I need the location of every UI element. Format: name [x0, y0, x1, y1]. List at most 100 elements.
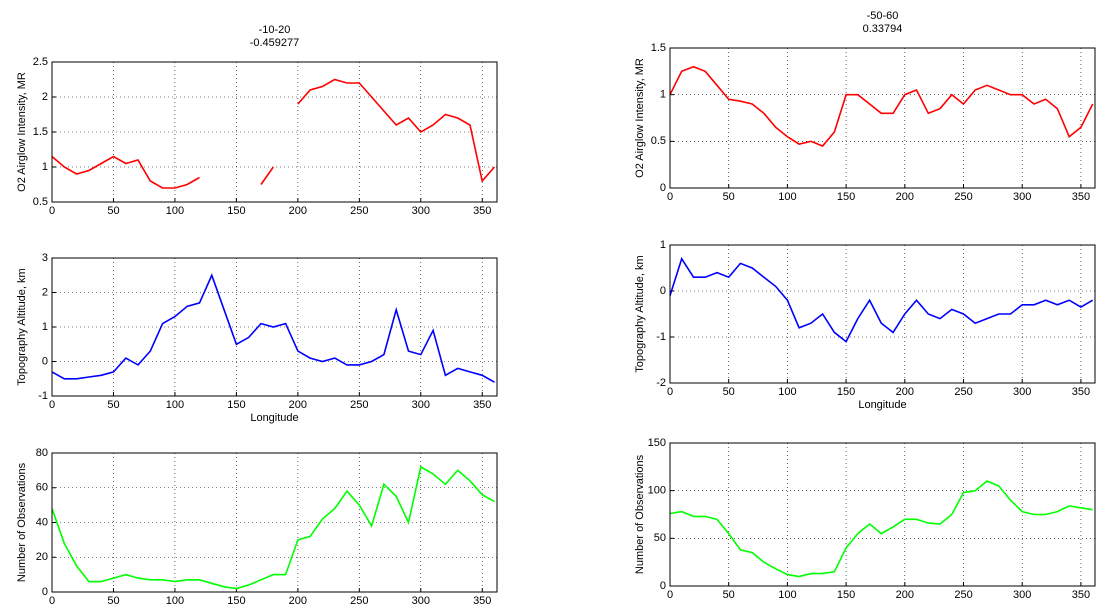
y-tick-label: 40 — [36, 516, 48, 528]
y-tick-label: 0.5 — [651, 135, 666, 147]
plot-frame — [669, 47, 1096, 189]
plot-area — [670, 443, 1095, 586]
y-axis-label: Number of Observations — [16, 462, 28, 582]
y-tick-label: 60 — [36, 482, 48, 494]
x-tick-label: 150 — [837, 191, 855, 203]
x-tick-label: 0 — [667, 191, 673, 203]
x-tick-label: 50 — [107, 205, 119, 217]
y-tick-label: -1 — [38, 390, 48, 402]
y-tick-label: 0 — [660, 182, 666, 194]
plot-frame — [669, 442, 1096, 587]
y-tick-label: 0.5 — [33, 196, 48, 208]
x-tick-label: 200 — [289, 595, 307, 607]
x-tick-label: 350 — [473, 205, 491, 217]
y-tick-label: 1 — [660, 239, 666, 251]
y-axis-label: Topography Altitude, km — [16, 268, 28, 385]
x-tick-label: 350 — [473, 595, 491, 607]
y-tick-label: 2 — [42, 286, 48, 298]
y-tick-label: 2.5 — [33, 56, 48, 68]
x-tick-label: 0 — [49, 399, 55, 411]
x-tick-label: 200 — [896, 191, 914, 203]
y-tick-label: 150 — [648, 437, 666, 449]
x-tick-label: 0 — [667, 589, 673, 601]
x-tick-label: 300 — [412, 399, 430, 411]
x-tick-label: 350 — [473, 399, 491, 411]
x-tick-label: 150 — [227, 205, 245, 217]
chart-subtitle: -0.459277 — [250, 37, 300, 49]
y-tick-label: 1.5 — [651, 42, 666, 54]
chart-subtitle: 0.33794 — [863, 23, 903, 35]
x-tick-label: 200 — [289, 399, 307, 411]
x-tick-label: 0 — [667, 386, 673, 398]
x-tick-label: 150 — [227, 595, 245, 607]
x-tick-label: 300 — [1013, 589, 1031, 601]
x-tick-label: 250 — [954, 386, 972, 398]
plot-area — [670, 245, 1095, 383]
plot-frame — [51, 452, 498, 593]
y-tick-label: -2 — [656, 377, 666, 389]
y-tick-label: 0 — [660, 285, 666, 297]
data-line — [669, 256, 1094, 343]
y-tick-label: 1.5 — [33, 126, 48, 138]
x-tick-label: 100 — [166, 205, 184, 217]
plot-area — [52, 453, 497, 592]
x-tick-label: 100 — [778, 191, 796, 203]
y-axis-label: Topography Altitude, km — [634, 255, 646, 372]
data-line — [260, 166, 274, 185]
x-tick-label: 300 — [1013, 386, 1031, 398]
x-tick-label: 350 — [1072, 191, 1090, 203]
data-line — [51, 465, 495, 590]
y-tick-label: 1 — [42, 161, 48, 173]
x-tick-label: 50 — [107, 595, 119, 607]
y-axis-label: Number of Observations — [634, 454, 646, 574]
x-tick-label: 250 — [350, 205, 368, 217]
x-tick-label: 200 — [289, 205, 307, 217]
y-axis-label: O2 Airglow Intensity, MR — [634, 58, 646, 178]
x-tick-label: 100 — [166, 595, 184, 607]
plot-frame — [669, 244, 1096, 384]
x-tick-label: 100 — [778, 589, 796, 601]
y-tick-label: 2 — [42, 91, 48, 103]
chart-title: -50-60 — [867, 10, 899, 22]
x-tick-label: 50 — [723, 191, 735, 203]
y-tick-label: 0 — [42, 355, 48, 367]
x-tick-label: 250 — [954, 589, 972, 601]
y-tick-label: 0 — [660, 580, 666, 592]
x-tick-label: 200 — [896, 589, 914, 601]
y-tick-label: 80 — [36, 447, 48, 459]
x-tick-label: 350 — [1072, 386, 1090, 398]
y-tick-label: -1 — [656, 331, 666, 343]
plot-frame — [51, 257, 498, 397]
x-axis-label: Longitude — [858, 399, 906, 411]
y-tick-label: 0 — [42, 586, 48, 598]
y-tick-label: 20 — [36, 551, 48, 563]
data-line — [669, 480, 1093, 578]
plot-area — [670, 48, 1095, 188]
x-axis-label: Longitude — [250, 412, 298, 424]
x-tick-label: 250 — [954, 191, 972, 203]
x-tick-label: 0 — [49, 595, 55, 607]
x-tick-label: 350 — [1072, 589, 1090, 601]
data-line — [51, 155, 200, 189]
y-tick-label: 100 — [648, 485, 666, 497]
x-tick-label: 0 — [49, 205, 55, 217]
y-axis-label: O2 Airglow Intensity, MR — [16, 72, 28, 192]
x-tick-label: 250 — [350, 399, 368, 411]
x-tick-label: 100 — [166, 399, 184, 411]
x-tick-label: 300 — [1013, 191, 1031, 203]
y-tick-label: 1 — [42, 321, 48, 333]
plot-frame — [51, 61, 498, 203]
y-tick-label: 50 — [654, 532, 666, 544]
x-tick-label: 150 — [837, 589, 855, 601]
chart-title: -10-20 — [259, 24, 291, 36]
x-tick-label: 300 — [412, 595, 430, 607]
data-line — [51, 273, 495, 383]
x-tick-label: 200 — [896, 386, 914, 398]
x-tick-label: 50 — [723, 589, 735, 601]
x-tick-label: 150 — [227, 399, 245, 411]
x-tick-label: 300 — [412, 205, 430, 217]
x-tick-label: 150 — [837, 386, 855, 398]
x-tick-label: 250 — [350, 595, 368, 607]
data-line — [669, 65, 1094, 147]
